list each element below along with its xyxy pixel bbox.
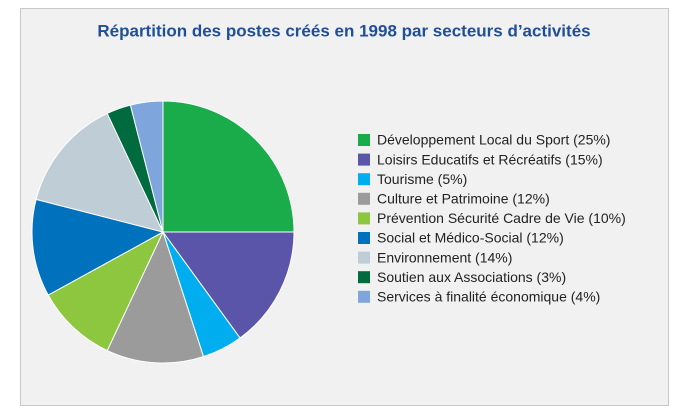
pie-slice [129, 100, 164, 233]
pie-slice [106, 230, 205, 364]
legend-swatch [358, 212, 370, 225]
pie-slice [35, 112, 164, 233]
legend-swatch [358, 134, 370, 146]
legend-swatch [358, 290, 370, 303]
pie-slice [47, 230, 165, 352]
legend-label: Loisirs Educatifs et Récréatifs (15%) [377, 151, 603, 167]
legend-label: Prévention Sécurité Cadre de Vie (10%) [377, 210, 626, 226]
legend-label: Développement Local du Sport (25%) [377, 132, 610, 148]
legend-swatch [358, 271, 370, 284]
legend-label: Social et Médico-Social (12%) [377, 230, 564, 246]
legend-label: Environnement (14%) [377, 249, 512, 265]
pie-slice [31, 198, 165, 296]
legend-swatch [358, 173, 370, 186]
legend-swatch [358, 153, 370, 166]
legend-label: Soutien aux Associations (3%) [377, 269, 566, 285]
legend-label: Services à finalité économique (4%) [377, 289, 600, 305]
legend-swatch [358, 232, 370, 244]
chart-title: Répartition des postes créés en 1998 par… [97, 21, 590, 40]
legend-label: Culture et Patrimoine (12%) [377, 191, 550, 207]
pie-slice [162, 231, 295, 339]
legend-label: Tourisme (5%) [377, 171, 467, 187]
legend-swatch [358, 251, 370, 264]
pie-slice [162, 100, 295, 233]
legend-swatch [358, 192, 370, 205]
